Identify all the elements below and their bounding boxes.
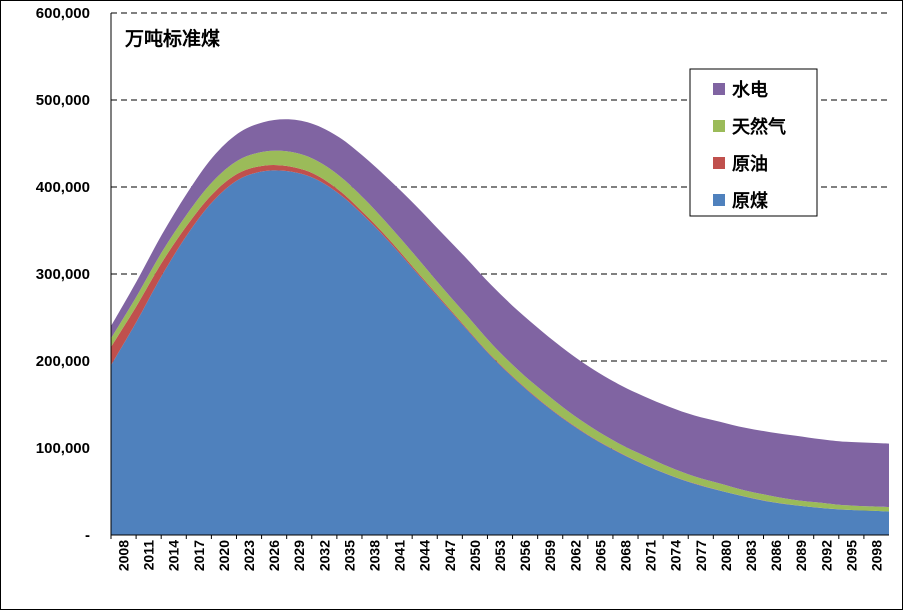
y-tick-label: 100,000 bbox=[36, 440, 90, 457]
x-tick-label: 2044 bbox=[417, 540, 433, 571]
x-tick-label: 2071 bbox=[643, 540, 659, 571]
y-tick-label: 400,000 bbox=[36, 179, 90, 196]
x-tick-label: 2047 bbox=[442, 540, 458, 571]
x-tick-label: 2074 bbox=[668, 540, 684, 571]
y-axis-tick-labels: - 100,000 200,000 300,000 400,000 500,000 600,… bbox=[36, 5, 90, 544]
x-tick-label: 2008 bbox=[116, 540, 132, 571]
x-tick-label: 2059 bbox=[542, 540, 558, 571]
x-tick-label: 2089 bbox=[793, 540, 809, 571]
x-tick-label: 2026 bbox=[266, 540, 282, 571]
x-tick-label: 2095 bbox=[843, 540, 859, 571]
x-tick-label: 2041 bbox=[392, 540, 408, 571]
x-tick-label: 2086 bbox=[768, 540, 784, 571]
y-tick-label: 300,000 bbox=[36, 266, 90, 283]
legend-swatch bbox=[713, 120, 725, 132]
x-tick-label: 2098 bbox=[868, 540, 884, 571]
area-水电 bbox=[111, 119, 889, 508]
area-series bbox=[111, 119, 889, 536]
x-tick-label: 2014 bbox=[166, 540, 182, 571]
legend-label: 水电 bbox=[732, 79, 768, 101]
x-tick-label: 2077 bbox=[693, 540, 709, 571]
x-tick-label: 2038 bbox=[367, 540, 383, 571]
legend-box bbox=[689, 68, 818, 217]
y-tick-label: 200,000 bbox=[36, 353, 90, 370]
legend-swatch bbox=[713, 194, 725, 206]
x-tick-label: 2083 bbox=[743, 540, 759, 571]
x-tick-label: 2020 bbox=[216, 540, 232, 571]
x-tick-label: 2029 bbox=[291, 540, 307, 571]
x-tick-label: 2053 bbox=[492, 540, 508, 571]
x-tick-label: 2050 bbox=[467, 540, 483, 571]
legend-swatch bbox=[713, 157, 725, 169]
legend-label: 天然气 bbox=[732, 116, 786, 138]
x-tick-label: 2080 bbox=[718, 540, 734, 571]
x-tick-label: 2062 bbox=[567, 540, 583, 571]
axes bbox=[110, 13, 889, 539]
legend-label: 原油 bbox=[732, 153, 768, 175]
legend-swatch bbox=[713, 83, 725, 95]
x-tick-label: 2032 bbox=[316, 540, 332, 571]
y-tick-label: 500,000 bbox=[36, 92, 90, 109]
x-tick-label: 2092 bbox=[818, 540, 834, 571]
x-tick-label: 2065 bbox=[592, 540, 608, 571]
x-tick-label: 2017 bbox=[191, 540, 207, 571]
legend-label: 原煤 bbox=[732, 190, 768, 212]
x-tick-label: 2056 bbox=[517, 540, 533, 571]
x-tick-label: 2035 bbox=[341, 540, 357, 571]
x-tick-label: 2023 bbox=[241, 540, 257, 571]
y-tick-label: 600,000 bbox=[36, 5, 90, 22]
area-原煤 bbox=[111, 170, 889, 536]
x-tick-label: 2068 bbox=[617, 540, 633, 571]
x-axis-tick-labels: 2008 2011 2014 2017 2020 2023 2026 2029 2032 2035… bbox=[116, 540, 885, 571]
y-tick-label: - bbox=[85, 527, 90, 544]
x-tick-label: 2011 bbox=[141, 540, 157, 571]
unit-label: 万吨标准煤 bbox=[124, 27, 220, 50]
